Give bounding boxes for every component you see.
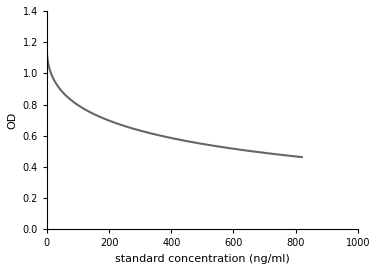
Y-axis label: OD: OD	[7, 112, 17, 129]
X-axis label: standard concentration (ng/ml): standard concentration (ng/ml)	[115, 254, 290, 264]
